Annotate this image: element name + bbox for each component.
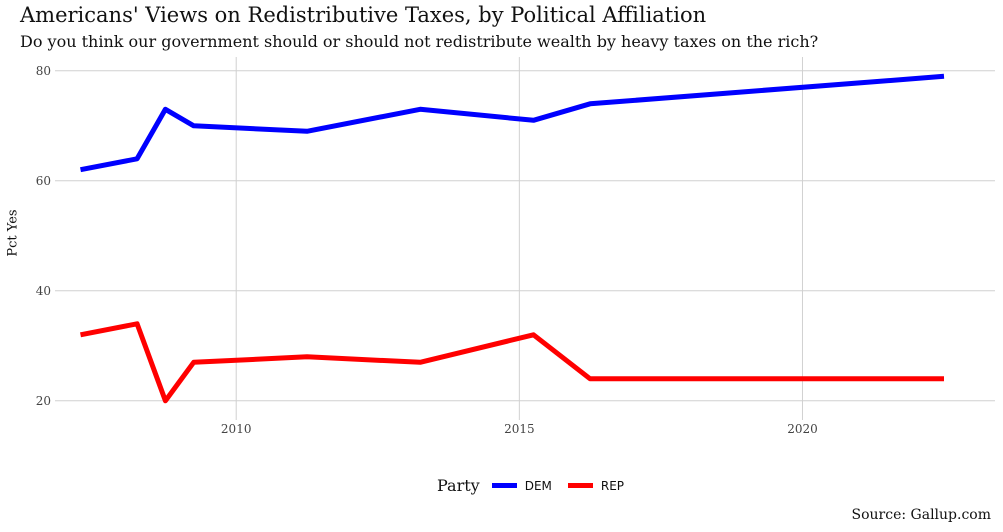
legend-title: Party [437, 476, 480, 495]
grid-lines [55, 57, 995, 420]
series-line-rep [80, 321, 944, 404]
chart-title: Americans' Views on Redistributive Taxes… [20, 3, 707, 27]
y-tick-label: 20 [36, 394, 51, 408]
source-caption: Source: Gallup.com [851, 507, 991, 523]
legend-item-rep: REP [567, 478, 625, 493]
x-tick-label: 2020 [787, 422, 818, 436]
chart-plot: 20 40 60 80 2010 2015 2020 [36, 57, 995, 436]
y-tick-label: 80 [36, 64, 51, 78]
legend: Party DEM REP [437, 476, 634, 495]
y-tick-label: 60 [36, 174, 51, 188]
y-tick-label: 40 [36, 284, 51, 298]
series-line-dem [80, 73, 945, 173]
chart-subtitle: Do you think our government should or sh… [20, 32, 819, 51]
legend-label-dem: DEM [524, 478, 552, 493]
legend-swatch-rep [567, 483, 593, 488]
x-tick-label: 2010 [221, 422, 252, 436]
legend-label-rep: REP [600, 478, 625, 493]
legend-swatch-dem [491, 483, 517, 488]
legend-item-dem: DEM [491, 478, 552, 493]
tick-labels: 20 40 60 80 2010 2015 2020 [36, 64, 818, 436]
x-tick-label: 2015 [504, 422, 535, 436]
series-lines [80, 73, 945, 404]
